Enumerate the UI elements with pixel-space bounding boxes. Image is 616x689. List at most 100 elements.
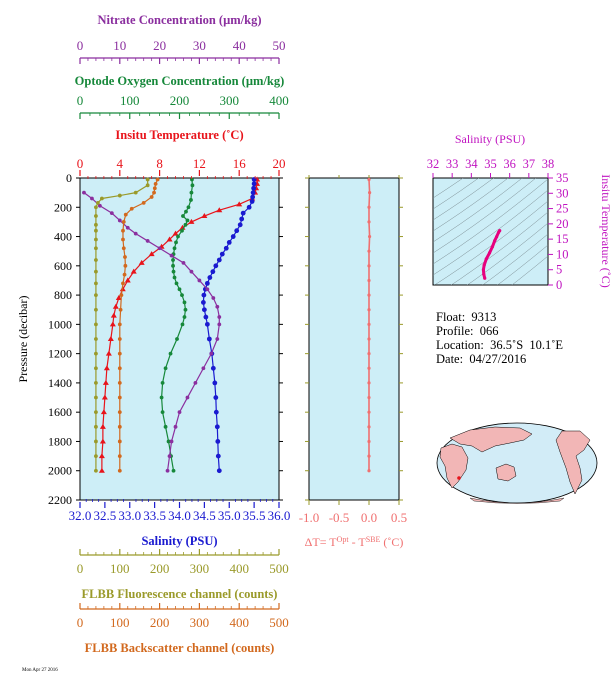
ts-point [482, 272, 486, 276]
backscatter-point [122, 272, 127, 277]
backscatter-point [152, 190, 156, 195]
ts-x-tick-label: 38 [542, 157, 555, 171]
density-contour [433, 178, 523, 243]
ts-y-tick-label: 35 [556, 171, 569, 185]
nitrate-point [185, 395, 190, 400]
map-americas [555, 430, 591, 495]
oxygen-point [177, 287, 182, 292]
backscatter-point [117, 468, 122, 473]
salinity-point [210, 365, 216, 371]
delta-t-point [367, 249, 371, 253]
salinity-tick-label: 34.0 [168, 508, 191, 523]
salinity-tick-label: 33.5 [143, 508, 166, 523]
salinity-tick-label: 33.0 [118, 508, 141, 523]
nitrate-point [117, 218, 122, 223]
ts-y-axis-label: Insitu Temperature (˚C) [599, 174, 613, 288]
oxygen-point [171, 468, 176, 473]
density-contour [433, 178, 495, 221]
pressure-tick-label: 800 [54, 288, 72, 302]
fluor-point [94, 205, 98, 210]
temperature-point [101, 394, 108, 400]
nitrate-point [215, 337, 220, 341]
oxygen-point [182, 315, 187, 319]
backscatter-point [117, 410, 122, 415]
temperature-point [201, 213, 208, 219]
salinity-point [249, 199, 255, 204]
oxygen-tick-label: 200 [170, 93, 190, 108]
salinity-point [216, 468, 222, 474]
delta-t-series [367, 177, 372, 473]
delta-t-point [367, 278, 371, 283]
location: Location: 36.5˚S 10.1˚E [436, 338, 564, 352]
fluor-point [94, 228, 98, 233]
fluor-point [145, 183, 150, 188]
fluor-tick-label: 0 [77, 561, 84, 576]
temperature-point [102, 379, 109, 385]
backscatter-point [117, 337, 122, 341]
backscatter-point [153, 181, 158, 186]
salinity-point [207, 275, 213, 280]
nitrate-point [217, 322, 222, 327]
temperature-point [103, 365, 110, 371]
salinity-point [223, 245, 229, 251]
temperature-point [98, 453, 105, 459]
backscatter-tick-label: 0 [77, 615, 84, 630]
oxygen-point [168, 351, 173, 356]
salinity-point [212, 380, 218, 386]
fluor-point [94, 237, 98, 242]
nitrate-tick-label: 10 [113, 38, 126, 53]
salinity-point [219, 251, 225, 257]
density-contour [433, 178, 464, 199]
ts-point [498, 228, 502, 233]
backscatter-point [117, 395, 122, 400]
oxygen-point [174, 281, 179, 286]
temperature-point [98, 467, 105, 473]
salinity-point [251, 181, 257, 187]
pressure-tick-label: 200 [54, 200, 72, 214]
delta-t-label-sup-opt: Opt [337, 535, 350, 544]
delta-t-label-sup-sbe: SBE [366, 535, 381, 544]
oxygen-point [174, 240, 178, 245]
oxygen-point [190, 183, 195, 188]
map-eurasia [449, 426, 533, 453]
density-contour [433, 189, 548, 276]
oxygen-tick-label: 0 [77, 93, 84, 108]
temperature-point [107, 336, 114, 341]
oxygen-point [175, 337, 179, 341]
oxygen-point [190, 177, 194, 182]
backscatter-point [117, 424, 122, 429]
salinity-point [246, 204, 252, 210]
oxygen-point [184, 209, 188, 214]
nitrate-point [173, 424, 178, 429]
fluor-point [94, 351, 98, 356]
fluor-point [94, 424, 98, 429]
nitrate-point [205, 287, 210, 292]
delta-t-label-unit: (˚C) [380, 535, 403, 549]
backscatter-point [152, 186, 157, 191]
fluor-point [94, 381, 98, 385]
fluor-tick-label: 100 [110, 561, 130, 576]
pressure-tick-label: 1600 [48, 405, 72, 419]
nitrate-tick-label: 0 [77, 38, 84, 53]
pressure-tick-label: 600 [54, 259, 72, 273]
ts-point [484, 257, 488, 261]
backscatter-point [121, 237, 125, 242]
temperature-point [109, 321, 116, 327]
delta-t-point [367, 322, 371, 326]
nitrate-tick-label: 50 [273, 38, 286, 53]
backscatter-tick-label: 100 [110, 615, 130, 630]
nitrate-series [82, 190, 222, 473]
salinity-point [251, 185, 257, 191]
oxygen-point [189, 198, 193, 202]
backscatter-axis-label: FLBB Backscatter channel (counts) [85, 641, 275, 655]
salinity-point [226, 240, 232, 245]
nitrate-point [169, 439, 174, 444]
density-contour [433, 178, 509, 232]
temperature-point [188, 218, 195, 224]
delta-t-point [367, 205, 371, 209]
salinity-series [200, 177, 257, 474]
nitrate-tick-label: 40 [233, 38, 246, 53]
oxygen-point [172, 275, 177, 280]
temperature-tick-label: 4 [117, 156, 124, 171]
backscatter-point [155, 177, 160, 182]
